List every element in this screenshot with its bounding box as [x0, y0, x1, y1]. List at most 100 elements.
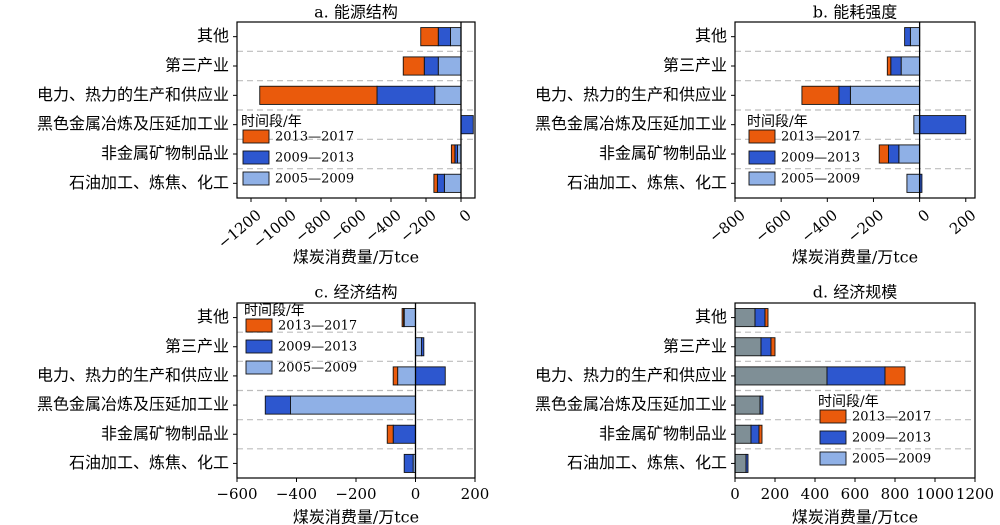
- bar-2009—2013: [904, 27, 911, 47]
- legend-swatch: [242, 171, 270, 186]
- category-label: 其他: [197, 307, 229, 326]
- bar-2005—2009: [734, 395, 761, 415]
- category-label: 第三产业: [165, 336, 229, 355]
- bar-2009—2013: [838, 85, 851, 105]
- category-label: 其他: [695, 307, 727, 326]
- x-axis-label: 煤炭消费量/万tce: [293, 248, 419, 267]
- category-label: 非金属矿物制品业: [101, 424, 229, 443]
- x-tick-label: −400: [362, 206, 405, 246]
- bar-2005—2009: [437, 56, 462, 76]
- category-label: 黑色金属冶炼及压延加工业: [37, 395, 229, 414]
- bar-2009—2013: [888, 144, 900, 164]
- category-label: 电力、热力的生产和供应业: [535, 365, 727, 384]
- legend-title: 时间段/年: [818, 394, 879, 410]
- category-label: 其他: [197, 26, 229, 45]
- x-tick-label: −600: [216, 485, 257, 503]
- x-tick-label: 200: [946, 206, 980, 238]
- category-label: 石油加工、炼焦、化工: [567, 453, 727, 472]
- legend-swatch: [819, 430, 847, 445]
- bar-2005—2009: [900, 56, 921, 76]
- bar-2013—2017: [392, 366, 399, 386]
- legend-title: 时间段/年: [241, 114, 302, 130]
- category-label: 第三产业: [165, 56, 229, 75]
- legend-swatch: [245, 318, 273, 333]
- legend-label: 2009—2013: [852, 431, 931, 446]
- legend-label: 2009—2013: [275, 151, 354, 166]
- x-tick-label: 200: [461, 485, 490, 503]
- x-tick-label: 0: [456, 206, 475, 226]
- legend-label: 2013—2017: [852, 410, 931, 425]
- legend-swatch: [819, 451, 847, 466]
- category-label: 黑色金属冶炼及压延加工业: [535, 395, 727, 414]
- bar-2013—2017: [401, 308, 405, 328]
- bar-2005—2009: [913, 115, 921, 135]
- chart-panel-2: b. 能耗强度其他第三产业电力、热力的生产和供应业黑色金属冶炼及压延加工业非金属…: [535, 3, 980, 267]
- category-label: 电力、热力的生产和供应业: [37, 365, 229, 384]
- category-label: 非金属矿物制品业: [599, 424, 727, 443]
- chart-panel-3: c. 经济结构其他第三产业电力、热力的生产和供应业黑色金属冶炼及压延加工业非金属…: [37, 283, 489, 525]
- bar-2005—2009: [290, 395, 416, 415]
- category-label: 非金属矿物制品业: [101, 144, 229, 163]
- bar-2009—2013: [890, 56, 902, 76]
- legend-swatch: [245, 360, 273, 375]
- category-label: 第三产业: [663, 56, 727, 75]
- bar-2013—2017: [450, 144, 456, 164]
- category-label: 电力、热力的生产和供应业: [37, 85, 229, 104]
- legend-label: 2005—2009: [278, 361, 357, 376]
- bar-2009—2013: [760, 337, 772, 357]
- bar-2009—2013: [376, 85, 436, 105]
- legend-label: 2005—2009: [781, 172, 860, 187]
- x-tick-label: 600: [841, 485, 870, 503]
- bar-2013—2017: [259, 85, 378, 105]
- bar-2013—2017: [433, 173, 438, 193]
- legend-label: 2013—2017: [278, 319, 357, 334]
- bar-2009—2013: [392, 424, 416, 444]
- x-tick-label: 200: [761, 485, 790, 503]
- x-tick-label: −800: [706, 206, 749, 246]
- bar-2005—2009: [415, 337, 422, 357]
- category-label: 石油加工、炼焦、化工: [567, 173, 727, 192]
- bar-2013—2017: [770, 337, 776, 357]
- x-tick-label: −200: [335, 485, 376, 503]
- x-axis-label: 煤炭消费量/万tce: [792, 508, 918, 525]
- bar-2009—2013: [423, 56, 439, 76]
- bar-2005—2009: [434, 85, 462, 105]
- bar-2005—2009: [450, 27, 462, 47]
- bar-2005—2009: [734, 453, 747, 473]
- category-label: 黑色金属冶炼及压延加工业: [535, 114, 727, 133]
- bar-2005—2009: [898, 144, 921, 164]
- legend-swatch: [748, 171, 776, 186]
- bar-2013—2017: [884, 366, 906, 386]
- bar-2013—2017: [878, 144, 889, 164]
- bar-2005—2009: [397, 366, 416, 386]
- bar-2009—2013: [436, 173, 445, 193]
- x-tick-label: −400: [798, 206, 841, 246]
- legend-title: 时间段/年: [747, 114, 808, 130]
- bar-2005—2009: [403, 308, 416, 328]
- bar-2013—2017: [886, 56, 892, 76]
- bar-2005—2009: [734, 308, 756, 328]
- bar-2009—2013: [403, 453, 414, 473]
- legend-label: 2009—2013: [781, 151, 860, 166]
- chart-panel-1: a. 能源结构其他第三产业电力、热力的生产和供应业黑色金属冶炼及压延加工业非金属…: [37, 3, 476, 267]
- bar-2013—2017: [402, 56, 425, 76]
- plot-frame: [734, 21, 976, 199]
- legend-title: 时间段/年: [244, 303, 305, 319]
- bar-2009—2013: [754, 308, 766, 328]
- category-label: 石油加工、炼焦、化工: [69, 453, 229, 472]
- bar-2009—2013: [826, 366, 886, 386]
- bar-2005—2009: [734, 337, 762, 357]
- bar-2005—2009: [734, 366, 828, 386]
- bar-2013—2017: [758, 424, 763, 444]
- x-tick-label: −400: [276, 485, 317, 503]
- bar-2005—2009: [734, 424, 752, 444]
- x-tick-label: −800: [292, 206, 335, 246]
- bar-2009—2013: [750, 424, 760, 444]
- category-label: 第三产业: [663, 336, 727, 355]
- chart-title: d. 经济规模: [813, 283, 897, 302]
- legend-swatch: [242, 150, 270, 165]
- category-label: 非金属矿物制品业: [599, 144, 727, 163]
